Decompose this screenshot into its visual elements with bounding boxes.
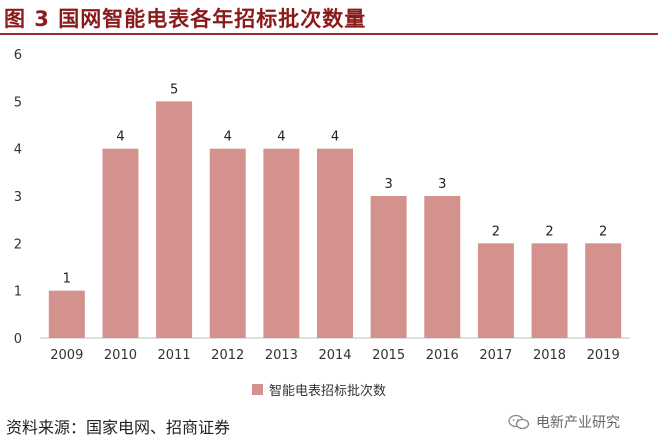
legend-swatch [252, 384, 263, 395]
data-label: 5 [170, 82, 178, 97]
bar [370, 196, 407, 338]
x-tick-label: 2013 [265, 348, 298, 363]
bar [48, 290, 85, 338]
x-tick-label: 2016 [426, 348, 459, 363]
data-label: 2 [492, 224, 500, 239]
data-label: 2 [599, 224, 607, 239]
data-label: 2 [545, 224, 553, 239]
watermark: 电新产业研究 [508, 412, 620, 432]
x-tick-label: 2014 [318, 348, 351, 363]
bar [102, 148, 139, 338]
y-tick-label: 0 [14, 332, 22, 347]
bar [477, 243, 514, 338]
x-tick-label: 2015 [372, 348, 405, 363]
y-tick-label: 5 [14, 95, 22, 110]
watermark-text: 电新产业研究 [536, 415, 620, 431]
x-tick-label: 2012 [211, 348, 244, 363]
legend-label: 智能电表招标批次数 [269, 384, 387, 399]
y-tick-label: 3 [14, 190, 22, 205]
x-tick-label: 2018 [533, 348, 566, 363]
legend: 智能电表招标批次数 [252, 380, 386, 399]
x-tick-label: 2011 [158, 348, 191, 363]
bar [156, 101, 193, 338]
bar [263, 148, 300, 338]
source-note: 资料来源：国家电网、招商证券 [6, 418, 231, 437]
bar [585, 243, 622, 338]
data-label: 1 [63, 272, 71, 287]
bar [317, 148, 353, 338]
x-tick-label: 2017 [479, 348, 512, 363]
data-label: 4 [224, 130, 232, 145]
title-divider [0, 33, 658, 35]
page-title: 图 3 国网智能电表各年招标批次数量 [4, 7, 367, 31]
x-tick-label: 2009 [50, 348, 83, 363]
data-label: 3 [384, 177, 392, 192]
y-tick-label: 1 [14, 285, 22, 300]
x-tick-label: 2010 [104, 348, 137, 363]
data-label: 3 [438, 177, 446, 192]
wechat-icon [508, 414, 530, 430]
y-tick-label: 2 [14, 237, 22, 252]
bar [209, 148, 246, 338]
data-label: 4 [116, 130, 124, 145]
bar [424, 196, 461, 338]
y-tick-label: 4 [14, 143, 22, 158]
y-tick-label: 6 [14, 48, 22, 63]
data-label: 4 [277, 130, 285, 145]
x-tick-label: 2019 [587, 348, 620, 363]
bar [531, 243, 568, 338]
data-label: 4 [331, 130, 339, 145]
